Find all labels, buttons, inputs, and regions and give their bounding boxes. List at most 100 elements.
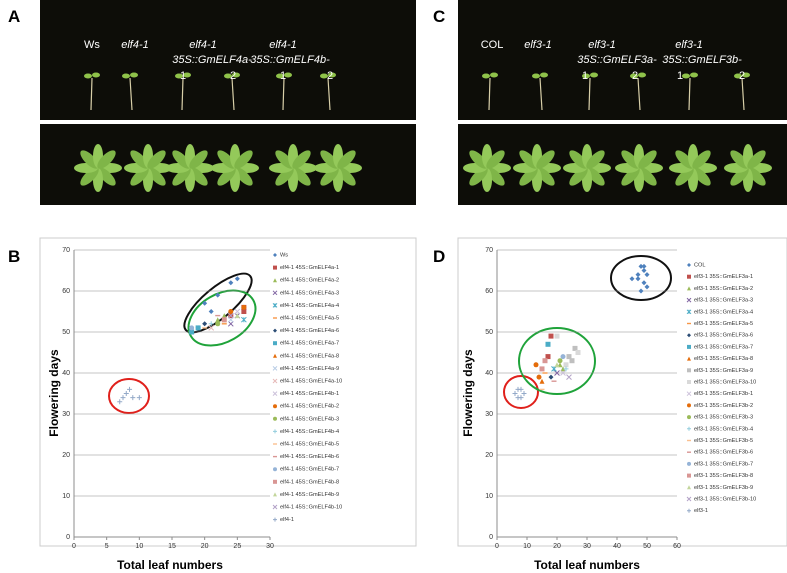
point [120,395,126,401]
rosette-leaf [486,150,505,169]
rosette-leaf [292,150,311,169]
point [130,395,136,401]
legend-label: elf4-1 [280,517,294,523]
legend-marker [273,467,277,472]
rosette-leaf [747,167,766,186]
legend-label: elf4-1 45S::GmELF4b-3 [280,416,339,422]
legend-entry: elf4-1 45S::GmELF4a-6 [273,328,339,334]
seedling-root [539,77,543,111]
legend-marker [272,391,278,396]
point [566,354,572,360]
legend-label: elf4-1 45S::GmELF4b-7 [280,467,339,473]
point [641,263,647,269]
point [575,350,581,355]
point [545,354,551,360]
point [202,300,208,306]
rosette-leaf [189,150,208,169]
photo-label: elf3-1 [524,39,552,51]
y-tick-label: 0 [489,534,493,541]
y-tick-label: 60 [485,288,493,295]
point [227,320,234,327]
photo-label: 1 [677,70,683,82]
legend-label: elf4-1 45S::GmELF4b-8 [280,479,339,485]
point [572,345,578,351]
y-tick-label: 70 [62,247,70,254]
rosette-leaf [320,167,339,186]
legend-entry: elf3-1 35S::GmELF3a-9 [687,368,753,374]
legend-label: elf4-1 45S::GmELF4a-10 [280,378,342,384]
legend-marker [273,353,277,358]
rosette-leaf [172,150,191,169]
x-tick-label: 30 [266,543,274,550]
legend-label: elf4-1 45S::GmELF4a-7 [280,341,339,347]
x-tick-label: 50 [643,543,651,550]
legend-entry: elf3-1 35S::GmELF3a-4 [686,309,753,315]
legend-marker [687,356,691,361]
seedling-leaf [224,73,232,79]
photo-label: elf3-1 [588,39,616,51]
point [518,395,524,401]
point [638,288,644,294]
photo-label: 1 [180,70,186,82]
legend-entry: elf4-1 45S::GmELF4b-10 [272,504,342,510]
legend-marker [273,265,277,270]
rosette-leaf [147,150,166,169]
point [228,309,234,314]
y-tick-label: 70 [485,247,493,254]
legend-entry: elf4-1 45S::GmELF4a-7 [273,341,339,347]
seedling-leaf [276,73,284,79]
photo-label: elf4-1 [121,39,149,51]
rosette-leaf [275,167,294,186]
panel-letter: D [433,247,445,266]
legend-marker [687,415,691,420]
point [208,321,214,327]
rosette-leaf [486,167,505,186]
seedling-leaf [320,73,328,79]
seedling-root [688,77,691,111]
legend-label: elf3-1 35S::GmELF3a-3 [694,298,753,304]
point [227,316,234,323]
x-tick-label: 20 [553,543,561,550]
point [560,354,566,360]
legend-marker [273,479,277,484]
legend-label: elf4-1 45S::GmELF4b-2 [280,404,339,410]
legend-entry: elf4-1 45S::GmELF4a-9 [272,366,339,372]
rosette-leaf [747,150,766,169]
seedling-root [588,77,591,111]
y-axis-title: Flowering days [461,349,475,437]
seedling-leaf [232,72,240,78]
photo-label: 2 [327,70,333,82]
legend-entry: elf4-1 45S::GmELF4a-10 [272,378,342,384]
legend-label: elf4-1 45S::GmELF4a-1 [280,265,339,271]
legend-entry: elf4-1 45S::GmELF4b-6 [273,454,339,460]
point [560,370,566,376]
ellipse [610,255,672,301]
point [189,329,195,335]
legend-entry: elf3-1 35S::GmELF3b-8 [687,473,753,479]
panel-letter: A [8,7,20,26]
legend-label: elf3-1 35S::GmELF3a-6 [694,333,753,339]
seedling-root [282,77,285,111]
legend-label: elf3-1 35S::GmELF3b-2 [694,403,753,409]
rosette-leaf [519,150,538,169]
legend-entry: elf3-1 35S::GmELF3b-5 [687,438,753,444]
point [539,378,545,384]
point [641,280,647,286]
point [563,366,569,372]
legend-label: elf3-1 35S::GmELF3b-10 [694,496,756,502]
chart-frame [39,237,417,547]
ellipse [108,378,150,414]
legend-label: elf4-1 45S::GmELF4a-9 [280,366,339,372]
point [123,391,129,396]
panel-letter: C [433,7,445,26]
legend-entry: elf4-1 45S::GmELF4b-2 [273,404,339,410]
point [127,386,133,392]
legend-entry: Ws [273,252,288,258]
legend-entry: elf3-1 35S::GmELF3b-1 [686,391,753,397]
legend-label: COL [694,262,706,268]
photo-label: elf4-1 [189,39,217,51]
point [234,276,240,282]
legend-marker [687,403,691,408]
legend-label: elf3-1 35S::GmELF3a-7 [694,344,753,350]
legend-entry: elf4-1 45S::GmELF4b-5 [273,441,339,447]
